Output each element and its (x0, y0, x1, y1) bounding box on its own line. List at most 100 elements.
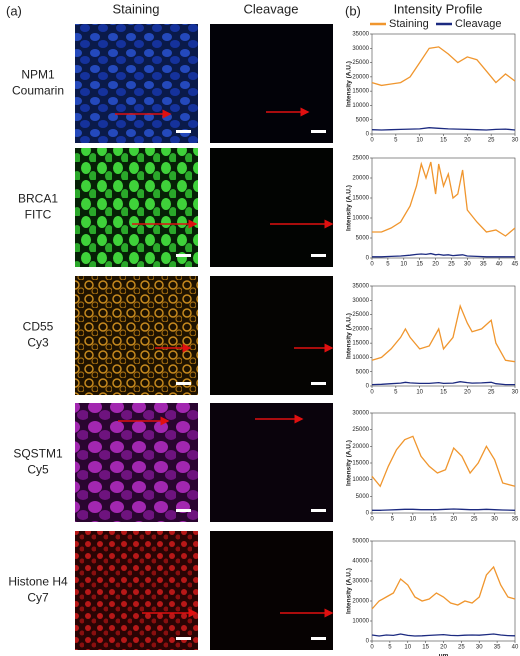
y-tick-label: 5000 (356, 494, 370, 500)
x-tick-label: 5 (394, 138, 398, 144)
x-tick-label: 45 (512, 262, 519, 268)
y-tick-label: 15000 (352, 341, 369, 347)
panel-label: (a) (6, 3, 22, 18)
line (371, 127, 516, 131)
x-tick-label: 5 (386, 262, 390, 268)
x-tick-label: 0 (370, 645, 374, 651)
x-tick-label: 20 (464, 138, 471, 144)
y-tick-label: 10000 (352, 103, 369, 109)
scale-bar (311, 637, 326, 640)
row-label: Cy3 (27, 336, 49, 350)
x-tick-label: 30 (512, 390, 519, 396)
line (371, 565, 516, 610)
staining-texture (75, 403, 198, 522)
y-tick-label: 15000 (352, 461, 369, 467)
x-tick-label: 15 (422, 645, 429, 651)
y-tick-label: 15000 (352, 196, 369, 202)
line (372, 161, 516, 237)
x-tick-label: 20 (450, 517, 457, 523)
y-tick-label: 10000 (352, 619, 369, 625)
x-tick-label: 5 (394, 390, 398, 396)
y-tick-label: 5000 (356, 369, 370, 375)
y-axis-label: Intensity (A.U.) (346, 568, 353, 614)
x-axis-label: μm (439, 653, 449, 656)
y-tick-label: 25000 (352, 312, 369, 318)
x-tick-label: 30 (464, 262, 471, 268)
profile-title: Intensity Profile (394, 1, 483, 16)
x-tick-label: 30 (512, 138, 519, 144)
plot-frame (371, 157, 516, 259)
row-label: BRCA1 (18, 192, 58, 206)
y-tick-label: 0 (366, 132, 370, 138)
y-tick-label: 0 (366, 639, 370, 645)
x-tick-label: 5 (391, 517, 395, 523)
plot-frame (371, 540, 516, 642)
line (371, 435, 516, 488)
x-tick-label: 20 (440, 645, 447, 651)
x-tick-label: 10 (416, 138, 423, 144)
x-tick-label: 10 (416, 390, 423, 396)
column-header: Staining (113, 1, 160, 16)
scale-bar (176, 637, 191, 640)
y-axis-label: Intensity (A.U.) (346, 440, 353, 486)
x-tick-label: 20 (464, 390, 471, 396)
row-label: NPM1 (21, 68, 55, 82)
y-tick-label: 20000 (352, 74, 369, 80)
x-tick-label: 35 (512, 517, 519, 523)
y-tick-label: 35000 (352, 284, 369, 290)
line (372, 508, 516, 511)
x-tick-label: 0 (370, 517, 374, 523)
row-label: Cy7 (27, 591, 49, 605)
x-tick-label: 0 (370, 138, 374, 144)
y-tick-label: 10000 (352, 477, 369, 483)
plot-frame (371, 412, 516, 514)
y-tick-label: 30000 (352, 46, 369, 52)
x-tick-label: 25 (488, 138, 495, 144)
x-tick-label: 40 (512, 645, 519, 651)
line (371, 633, 516, 637)
y-tick-label: 0 (366, 384, 370, 390)
cleavage-image (210, 403, 333, 522)
row-label: Cy5 (27, 463, 49, 477)
y-tick-label: 0 (366, 511, 370, 517)
row-label: Histone H4 (8, 575, 68, 589)
y-tick-label: 10000 (352, 216, 369, 222)
cleavage-image (210, 148, 333, 267)
y-axis-label: Intensity (A.U.) (346, 185, 353, 231)
x-tick-label: 25 (471, 517, 478, 523)
legend-label: Staining (389, 18, 429, 30)
cleavage-image (210, 24, 333, 143)
scale-bar (176, 382, 191, 385)
x-tick-label: 15 (430, 517, 437, 523)
y-axis-label: Intensity (A.U.) (346, 313, 353, 359)
plot-frame (371, 285, 516, 387)
staining-texture (75, 531, 198, 650)
y-tick-label: 20000 (352, 326, 369, 332)
scale-bar (311, 382, 326, 385)
cleavage-image (210, 276, 333, 395)
y-tick-label: 5000 (356, 117, 370, 123)
cleavage-image (210, 531, 333, 650)
y-tick-label: 25000 (352, 156, 369, 162)
line (371, 381, 515, 386)
legend-label: Cleavage (455, 18, 501, 30)
x-tick-label: 15 (440, 390, 447, 396)
row-label: SQSTM1 (13, 447, 63, 461)
x-tick-label: 30 (491, 517, 498, 523)
scale-bar (176, 509, 191, 512)
line (371, 303, 516, 363)
x-tick-label: 25 (458, 645, 465, 651)
y-tick-label: 20000 (352, 599, 369, 605)
x-tick-label: 30 (476, 645, 483, 651)
y-tick-label: 40000 (352, 559, 369, 565)
y-axis-label: Intensity (A.U.) (346, 61, 353, 107)
panel-label: (b) (345, 3, 361, 18)
staining-texture (75, 148, 198, 267)
scale-bar (176, 130, 191, 133)
y-tick-label: 10000 (352, 355, 369, 361)
x-tick-label: 0 (370, 262, 374, 268)
x-tick-label: 25 (488, 390, 495, 396)
y-tick-label: 0 (366, 256, 370, 262)
row-label: FITC (25, 208, 52, 222)
x-tick-label: 35 (480, 262, 487, 268)
